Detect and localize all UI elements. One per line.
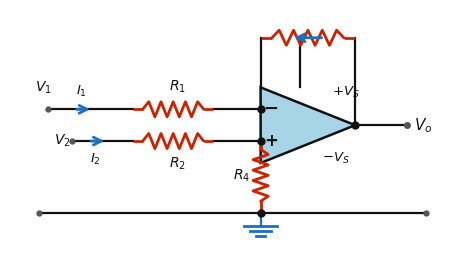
Text: −: −	[264, 100, 279, 118]
Polygon shape	[261, 87, 355, 163]
Text: $V_2$: $V_2$	[54, 133, 71, 149]
Text: $V_1$: $V_1$	[35, 80, 52, 96]
Text: $I_1$: $I_1$	[75, 84, 86, 99]
Text: $R_4$: $R_4$	[233, 167, 250, 184]
Text: $I_2$: $I_2$	[90, 152, 100, 167]
Text: $+V_S$: $+V_S$	[331, 85, 359, 100]
Text: $V_o$: $V_o$	[414, 116, 433, 135]
Text: +: +	[264, 132, 278, 150]
Text: $R_1$: $R_1$	[170, 79, 186, 95]
Text: $R_2$: $R_2$	[170, 155, 186, 172]
Text: $-V_S$: $-V_S$	[322, 151, 350, 166]
